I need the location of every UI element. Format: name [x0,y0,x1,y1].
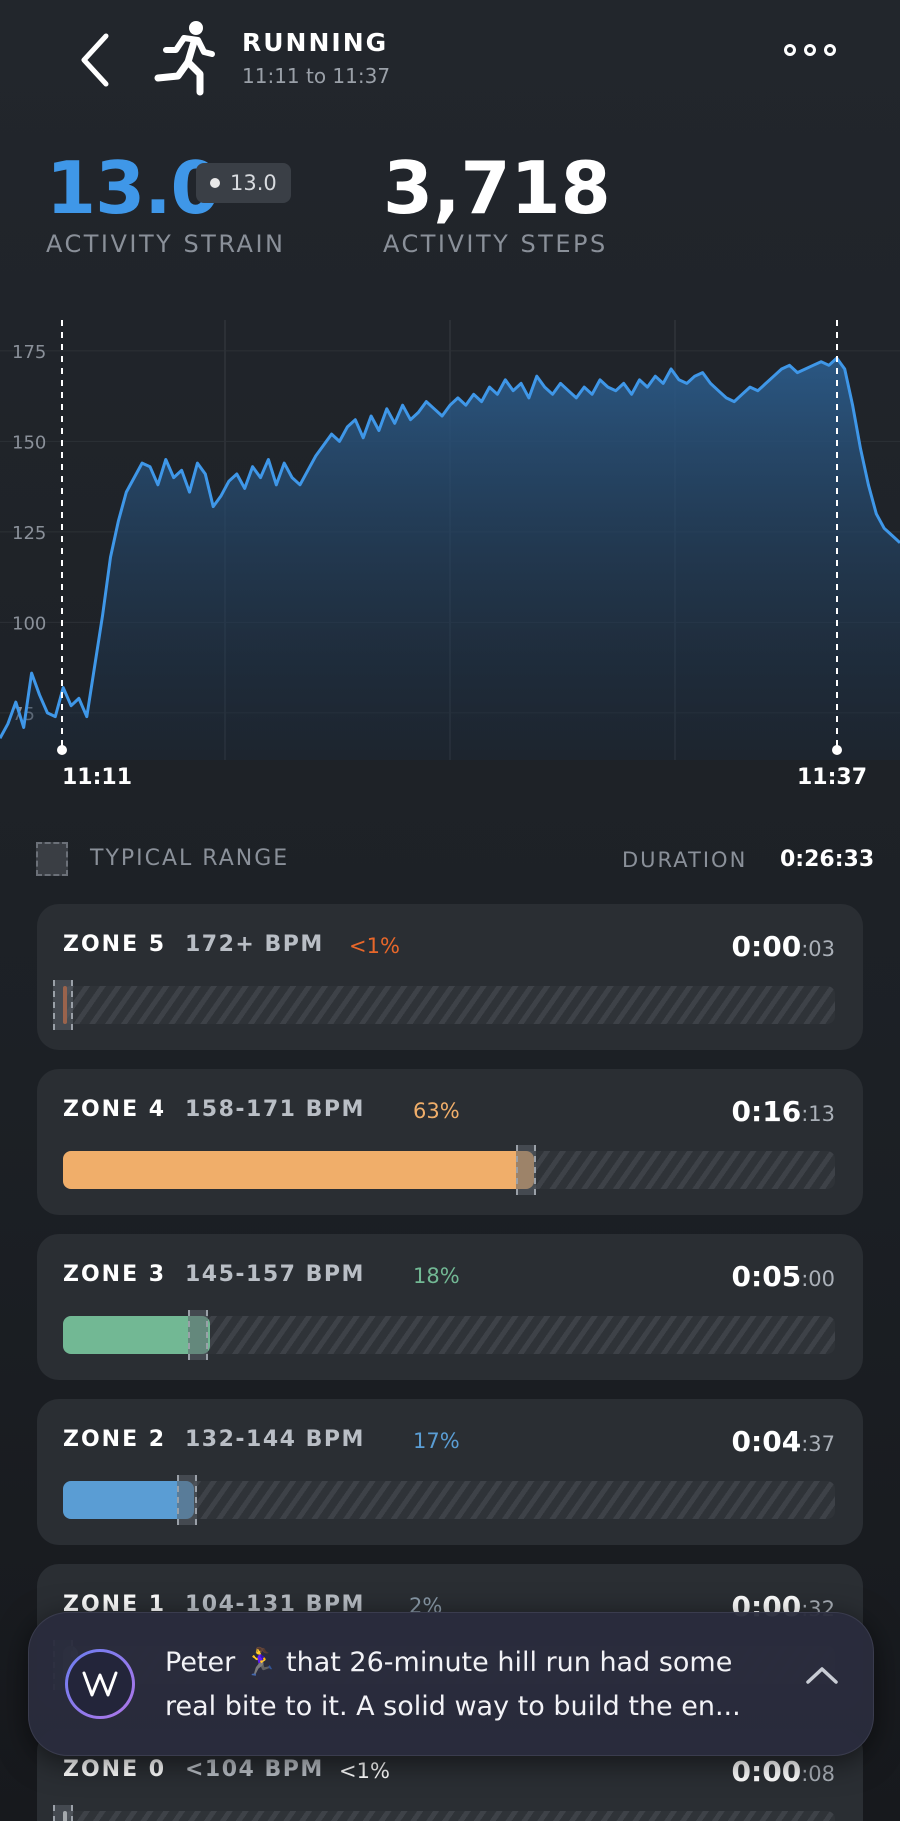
zone-duration-seconds: :13 [801,1102,835,1126]
typical-range-marker [53,980,73,1030]
zone-duration-main: 0:00 [731,1755,802,1788]
chart-y-tick-label: 175 [12,342,46,363]
typical-range-marker [53,1805,73,1821]
chart-y-tick-label: 100 [12,613,46,634]
activity-strain-label: ACTIVITY STRAIN [46,230,286,258]
zone-bpm-range: 132-144 BPM [185,1427,365,1452]
zone-percentage: 17% [413,1429,460,1453]
zone-duration-seconds: :00 [801,1267,835,1291]
zone-name: ZONE 4 [63,1097,167,1122]
more-options-button[interactable] [784,44,836,56]
coach-message-line-1: Peter 🏃‍♀️ that 26-minute hill run had s… [165,1647,733,1678]
zone-percentage: <1% [339,1759,390,1783]
zone-duration-seconds: :37 [801,1432,835,1456]
coach-message-text: Peter 🏃‍♀️ that 26-minute hill run had s… [165,1641,795,1729]
zone-progress-track [63,1145,835,1195]
typical-range-marker [188,1310,209,1360]
expand-coach-button[interactable] [805,1665,839,1689]
typical-range-label: TYPICAL RANGE [90,846,290,871]
zone-bpm-range: 158-171 BPM [185,1097,365,1122]
chart-start-time-label: 11:11 [62,765,132,790]
zone-progress-fill [63,1151,534,1189]
coach-message-line-2: real bite to it. A solid way to build th… [165,1691,741,1722]
zone-duration-main: 0:05 [731,1260,802,1293]
heart-rate-chart[interactable]: 175 150 125 100 75 11:11 11:37 [0,320,900,790]
zone-bpm-range: 145-157 BPM [185,1262,365,1287]
strain-chip-value: 13.0 [230,171,277,195]
more-dot [804,44,816,56]
activity-start-marker-dot [57,745,67,755]
zone-name: ZONE 3 [63,1262,167,1287]
chip-dot-icon [210,178,220,188]
zone-progress-track [53,980,835,1030]
more-dots-icon [784,44,796,56]
zone-progress-track [53,1805,835,1821]
activity-title: RUNNING [242,28,389,57]
zone-duration-main: 0:04 [731,1425,802,1458]
zone-percentage: <1% [349,934,400,958]
activity-steps-label: ACTIVITY STEPS [383,230,608,258]
zone-progress-fill [63,1316,210,1354]
zone-duration-main: 0:00 [731,930,802,963]
zone-duration: 0:00:08 [732,1755,835,1788]
chevron-up-icon [806,1667,838,1684]
zone-card[interactable]: ZONE 3 145-157 BPM 18% 0:05:00 [37,1234,863,1380]
running-figure-icon [154,20,216,96]
zone-bpm-range: 172+ BPM [185,932,324,957]
heart-rate-line [0,356,900,740]
activity-end-marker-dot [832,745,842,755]
zone-card[interactable]: ZONE 2 132-144 BPM 17% 0:04:37 [37,1399,863,1545]
chart-y-tick-label: 125 [12,523,46,544]
zone-name: ZONE 2 [63,1427,167,1452]
zone-percentage: 18% [413,1264,460,1288]
zone-percentage: 63% [413,1099,460,1123]
typical-range-marker [516,1145,537,1195]
zone-progress-track [63,1475,835,1525]
zone-progress-track [63,1310,835,1360]
coach-message-card[interactable]: Peter 🏃‍♀️ that 26-minute hill run had s… [28,1612,874,1756]
heart-rate-area-fill [0,358,900,760]
whoop-coach-logo-icon [65,1649,135,1719]
zone-name: ZONE 0 [63,1757,167,1782]
zone-duration: 0:16:13 [732,1095,835,1128]
zone-duration-seconds: :08 [801,1762,835,1786]
back-button[interactable] [70,28,120,92]
typical-range-swatch [36,842,68,876]
strain-chip[interactable]: 13.0 [196,163,291,203]
chevron-left-icon [81,33,109,87]
zone-progress-fill [63,1481,195,1519]
typical-range-marker [176,1475,197,1525]
duration-value: 0:26:33 [780,847,875,872]
zone-bpm-range: <104 BPM [185,1757,324,1782]
activity-strain-value: 13.0 [46,146,221,230]
activity-steps-value: 3,718 [383,146,611,230]
zone-duration: 0:00:03 [732,930,835,963]
zone-card[interactable]: ZONE 5 172+ BPM <1% 0:00:03 [37,904,863,1050]
more-dot [824,44,836,56]
zone-duration: 0:04:37 [732,1425,835,1458]
zone-name: ZONE 5 [63,932,167,957]
zone-duration: 0:05:00 [732,1260,835,1293]
zone-duration-seconds: :03 [801,937,835,961]
duration-label: DURATION [622,848,748,872]
chart-y-tick-label: 150 [12,432,46,453]
activity-time-range: 11:11 to 11:37 [242,64,391,88]
zone-duration-main: 0:16 [731,1095,802,1128]
zone-card[interactable]: ZONE 4 158-171 BPM 63% 0:16:13 [37,1069,863,1215]
chart-end-time-label: 11:37 [797,765,867,790]
